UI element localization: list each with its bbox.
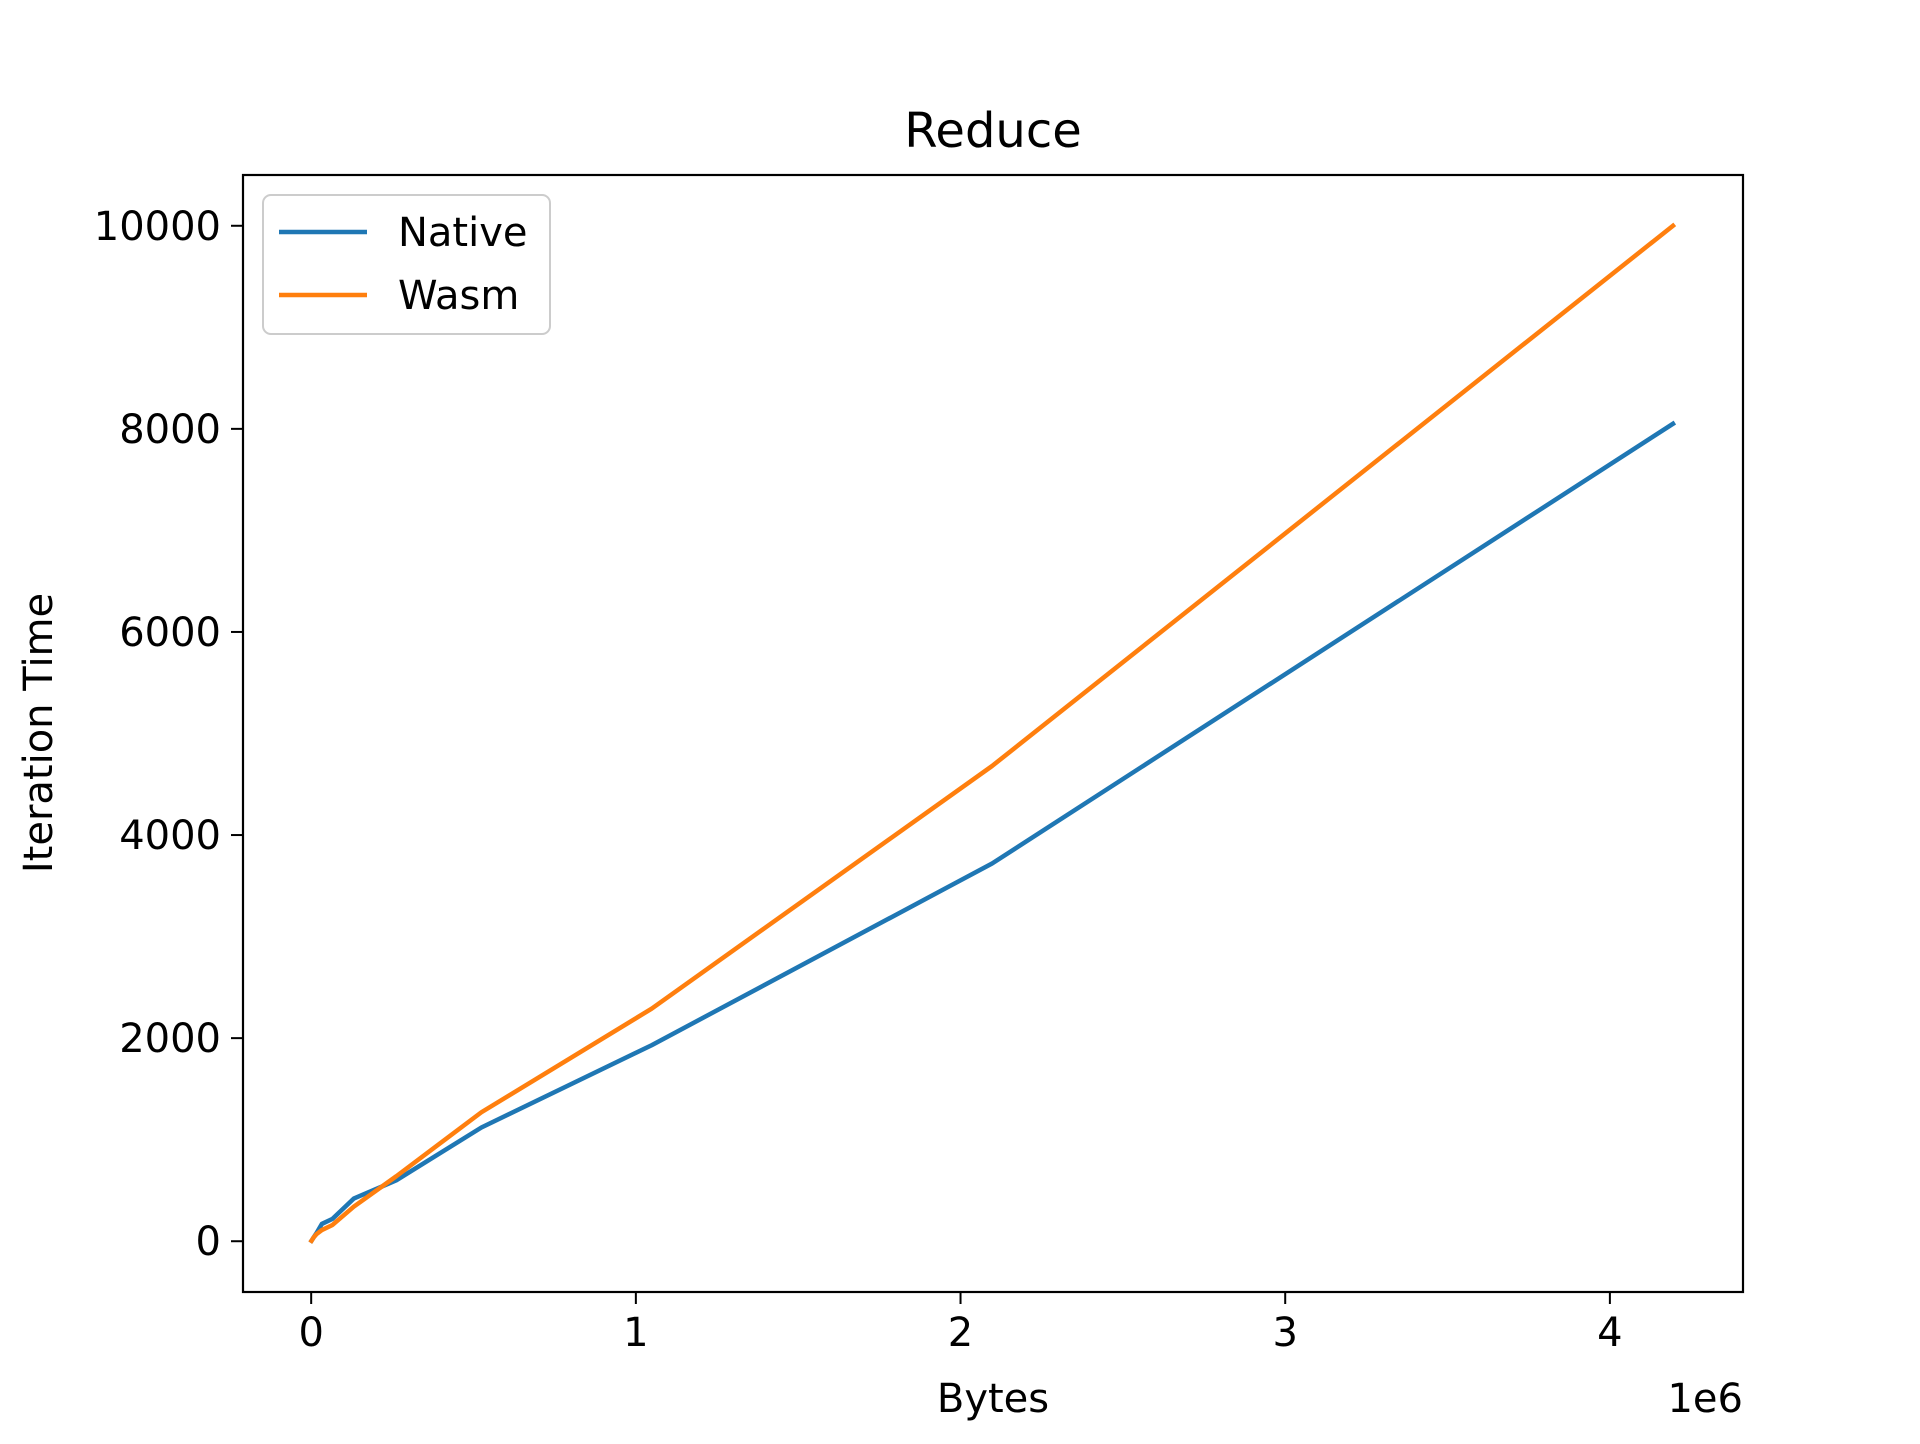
series-line-wasm [308, 222, 1677, 1244]
legend-label-wasm: Wasm [398, 273, 519, 319]
x-tick-label: 3 [1272, 1310, 1297, 1356]
y-tick-label: 2000 [119, 1016, 221, 1062]
x-axis-label: Bytes [937, 1376, 1049, 1422]
x-tick-label: 1 [623, 1310, 648, 1356]
y-axis: 0 2000 4000 6000 8000 10000 [94, 204, 243, 1265]
x-axis: 0 1 2 3 4 [298, 1292, 1623, 1356]
y-tick-label: 4000 [119, 813, 221, 859]
legend-label-native: Native [398, 210, 528, 256]
chart-title: Reduce [904, 103, 1082, 159]
plot-frame [241, 173, 1745, 1294]
series-layer [308, 222, 1677, 1244]
y-axis-label: Iteration Time [16, 593, 62, 873]
x-tick-label: 0 [298, 1310, 323, 1356]
x-axis-offset-label: 1e6 [1667, 1376, 1743, 1422]
x-tick-label: 4 [1597, 1310, 1622, 1356]
y-tick-label: 6000 [119, 610, 221, 656]
legend-items: Native Wasm [279, 210, 528, 319]
y-tick-label: 10000 [94, 204, 221, 250]
y-tick-label: 0 [196, 1219, 221, 1265]
legend: Native Wasm [262, 194, 551, 335]
x-tick-label: 2 [948, 1310, 973, 1356]
y-tick-label: 8000 [119, 407, 221, 453]
